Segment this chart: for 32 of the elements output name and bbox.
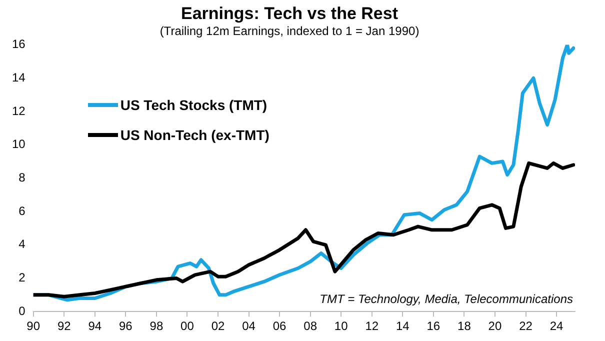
x-tick-label: 02 [211, 319, 225, 334]
x-tick-label: 12 [365, 319, 379, 334]
x-tick-label: 96 [118, 319, 133, 334]
x-tick-label: 90 [26, 319, 40, 334]
y-tick-label: 2 [18, 270, 26, 285]
y-tick-label: 10 [12, 137, 26, 152]
x-tick-label: 16 [426, 319, 440, 334]
x-tick-label: 08 [304, 319, 318, 334]
chart-subtitle: (Trailing 12m Earnings, indexed to 1 = Jan 1990) [160, 24, 420, 38]
x-tick-label: 22 [519, 319, 533, 334]
y-tick-label: 12 [12, 104, 26, 118]
x-tick-label: 24 [550, 319, 564, 334]
x-tick-label: 20 [488, 319, 502, 334]
y-tick-label: 0 [18, 304, 26, 318]
x-tick-label: 06 [272, 319, 287, 334]
x-tick-label: 94 [88, 319, 102, 334]
x-tick-label: 04 [242, 319, 256, 334]
y-tick-label: 14 [12, 70, 26, 84]
x-tick-label: 18 [458, 319, 472, 334]
legend-label: US Tech Stocks (TMT) [120, 96, 268, 113]
y-tick-label: 8 [18, 170, 26, 185]
annotation: TMT = Technology, Media, Telecommunications [320, 292, 573, 306]
x-tick-label: 10 [334, 319, 348, 334]
x-tick-label: 92 [57, 319, 72, 334]
y-tick-label: 4 [18, 237, 26, 252]
x-tick-label: 14 [396, 319, 410, 334]
legend-label: US Non-Tech (ex-TMT) [120, 126, 270, 143]
y-tick-label: 6 [18, 204, 26, 218]
x-tick-label: 00 [180, 319, 194, 334]
y-tick-label: 16 [12, 37, 26, 52]
chart-title: Earnings: Tech vs the Rest [181, 4, 398, 23]
x-tick-label: 98 [150, 319, 164, 334]
